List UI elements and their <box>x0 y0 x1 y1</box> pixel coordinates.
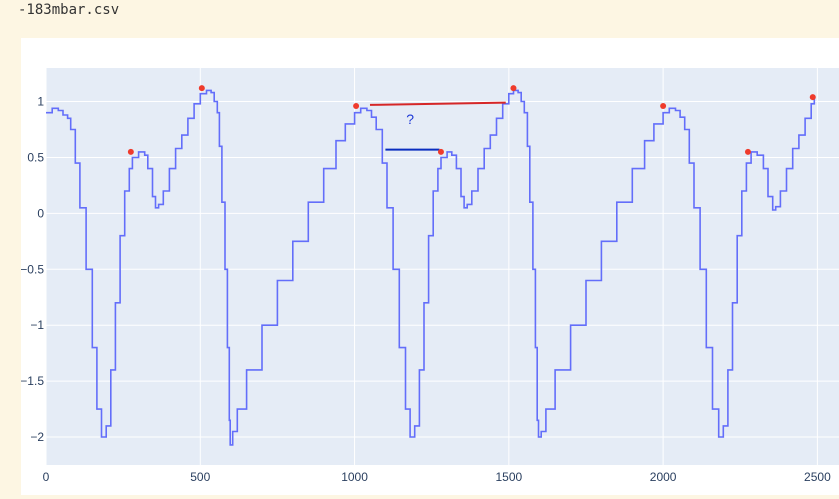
y-tick-label: 1 <box>37 95 44 109</box>
y-axis-ticks: 1 0.5 0 −0.5 −1 −1.5 −2 <box>20 95 44 444</box>
signal-chart[interactable]: 1 0.5 0 −0.5 −1 −1.5 −2 0 500 1000 1500 2000 2500 ? <box>20 38 839 495</box>
plot-container: 1 0.5 0 −0.5 −1 −1.5 −2 0 500 1000 1500 2000 2500 ? <box>20 38 839 495</box>
peak-markers <box>127 85 816 155</box>
y-tick-label: 0 <box>37 206 44 220</box>
peak-marker <box>353 103 360 110</box>
x-axis-ticks: 0 500 1000 1500 2000 2500 <box>43 470 831 484</box>
grid-lines <box>45 68 839 465</box>
plot-area[interactable] <box>46 68 839 465</box>
file-name-label: -183mbar.csv <box>18 2 120 18</box>
y-tick-label: −1.5 <box>21 374 44 388</box>
x-tick-label: 2500 <box>804 470 831 484</box>
peak-marker <box>127 148 134 155</box>
x-tick-label: 500 <box>190 470 210 484</box>
y-tick-label: 0.5 <box>27 150 44 164</box>
peak-marker <box>744 148 751 155</box>
red-annotation-line <box>369 101 506 106</box>
x-tick-label: 2000 <box>650 470 677 484</box>
x-tick-label: 1500 <box>495 470 522 484</box>
y-tick-label: −0.5 <box>21 262 44 276</box>
x-tick-label: 1000 <box>341 470 368 484</box>
peak-marker <box>510 85 517 92</box>
y-tick-label: −2 <box>30 430 44 444</box>
peak-marker <box>198 85 205 92</box>
question-annotation: ? <box>406 111 414 127</box>
x-tick-label: 0 <box>43 470 50 484</box>
peak-marker <box>809 94 816 101</box>
y-tick-label: −1 <box>30 318 44 332</box>
peak-marker <box>660 103 667 110</box>
signal-series-line <box>46 89 816 446</box>
peak-marker <box>437 148 444 155</box>
